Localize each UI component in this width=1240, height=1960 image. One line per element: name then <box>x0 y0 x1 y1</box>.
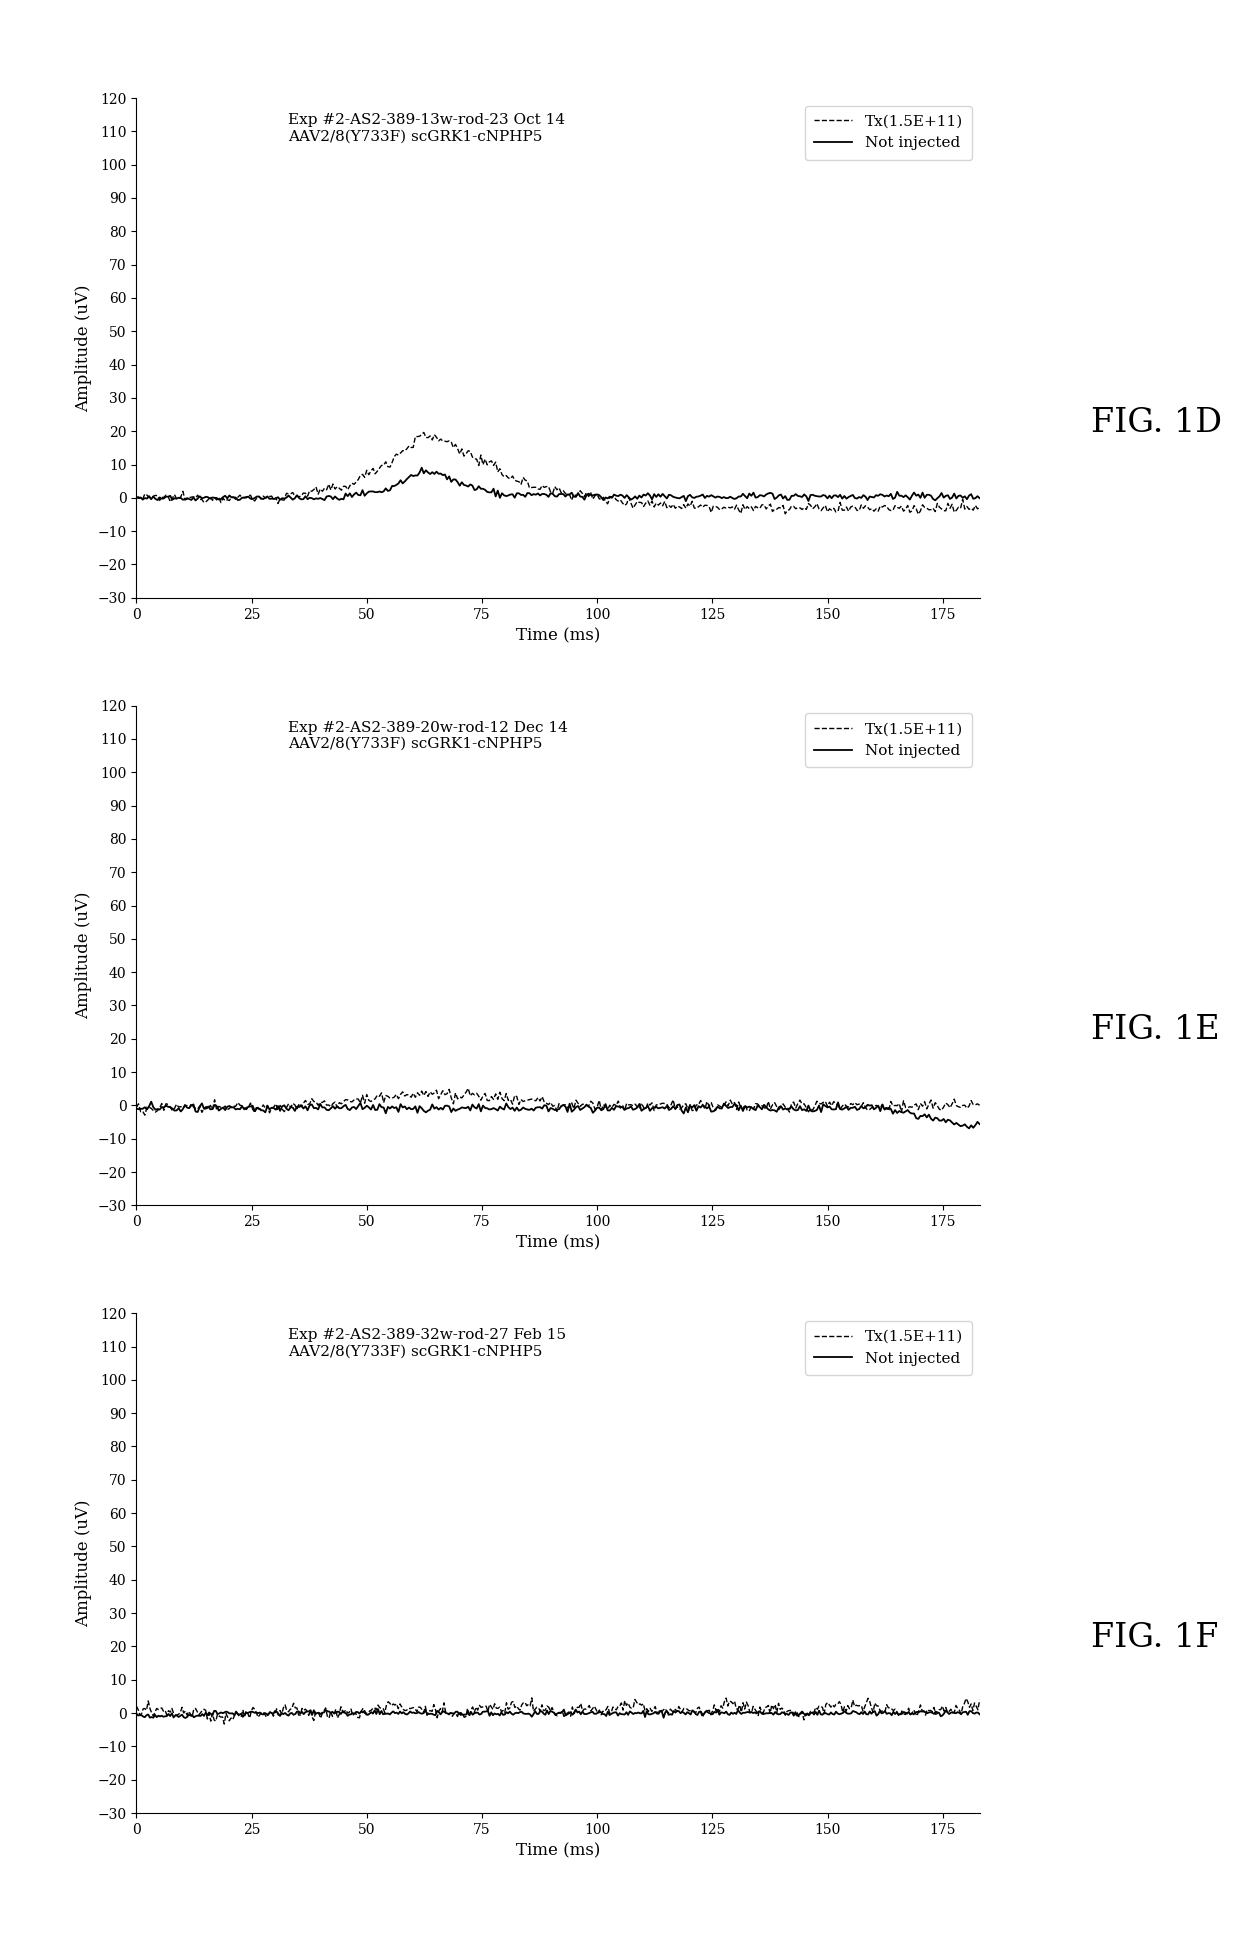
Tx(1.5E+11) <box>661 494 676 517</box>
Not injected <box>129 484 144 508</box>
Not injected <box>961 1117 976 1141</box>
Tx(1.5E+11) <box>634 1693 649 1717</box>
Tx(1.5E+11) <box>129 1096 144 1119</box>
Not injected <box>404 463 419 486</box>
Not injected <box>465 474 480 498</box>
Tx(1.5E+11) <box>663 1094 678 1117</box>
Not injected <box>661 1098 676 1121</box>
Tx(1.5E+11) <box>525 1686 539 1709</box>
Not injected <box>746 480 761 504</box>
Legend: Tx(1.5E+11), Not injected: Tx(1.5E+11), Not injected <box>805 106 972 159</box>
Tx(1.5E+11) <box>533 1699 548 1723</box>
Tx(1.5E+11) <box>911 502 926 525</box>
Tx(1.5E+11) <box>417 421 432 445</box>
Legend: Tx(1.5E+11), Not injected: Tx(1.5E+11), Not injected <box>805 1321 972 1374</box>
Not injected <box>371 1697 386 1721</box>
Not injected <box>823 1701 838 1725</box>
Tx(1.5E+11) <box>972 1094 987 1117</box>
Tx(1.5E+11) <box>740 494 755 517</box>
Line: Not injected: Not injected <box>136 1709 980 1719</box>
Not injected <box>744 1096 759 1119</box>
Tx(1.5E+11) <box>955 1695 970 1719</box>
Text: FIG. 1D: FIG. 1D <box>1091 408 1223 439</box>
Y-axis label: Amplitude (uV): Amplitude (uV) <box>74 892 92 1019</box>
Not injected <box>533 1699 548 1723</box>
Not injected <box>129 1701 144 1725</box>
Not injected <box>129 1098 144 1121</box>
Not injected <box>742 482 756 506</box>
Tx(1.5E+11) <box>972 496 987 519</box>
Line: Not injected: Not injected <box>136 1102 980 1129</box>
Tx(1.5E+11) <box>589 1697 604 1721</box>
X-axis label: Time (ms): Time (ms) <box>516 1235 600 1252</box>
Tx(1.5E+11) <box>129 1695 144 1719</box>
Tx(1.5E+11) <box>538 1697 553 1721</box>
Not injected <box>634 1701 649 1725</box>
Tx(1.5E+11) <box>465 445 480 468</box>
Not injected <box>740 1096 755 1119</box>
Tx(1.5E+11) <box>231 486 246 510</box>
Y-axis label: Amplitude (uV): Amplitude (uV) <box>74 284 92 412</box>
Not injected <box>144 1090 159 1113</box>
Not injected <box>972 1703 987 1727</box>
Tx(1.5E+11) <box>138 1103 153 1127</box>
Not injected <box>589 1701 604 1725</box>
Legend: Tx(1.5E+11), Not injected: Tx(1.5E+11), Not injected <box>805 713 972 766</box>
Tx(1.5E+11) <box>461 1076 476 1100</box>
Text: Exp #2-AS2-389-20w-rod-12 Dec 14
AAV2/8(Y733F) scGRK1-cNPHP5: Exp #2-AS2-389-20w-rod-12 Dec 14 AAV2/8(… <box>288 721 568 751</box>
Tx(1.5E+11) <box>467 1084 482 1107</box>
Not injected <box>538 1703 553 1727</box>
Text: FIG. 1F: FIG. 1F <box>1091 1623 1219 1654</box>
X-axis label: Time (ms): Time (ms) <box>516 1842 600 1860</box>
Tx(1.5E+11) <box>217 1713 232 1737</box>
Not injected <box>414 457 429 480</box>
Not injected <box>972 1113 987 1137</box>
Line: Tx(1.5E+11): Tx(1.5E+11) <box>136 433 980 514</box>
Not injected <box>405 1098 420 1121</box>
Not injected <box>231 488 246 512</box>
Not injected <box>955 1701 970 1725</box>
Text: FIG. 1E: FIG. 1E <box>1091 1015 1220 1047</box>
Not injected <box>179 1707 193 1731</box>
Not injected <box>465 1094 480 1117</box>
X-axis label: Time (ms): Time (ms) <box>516 627 600 645</box>
Tx(1.5E+11) <box>742 1100 756 1123</box>
Tx(1.5E+11) <box>744 496 759 519</box>
Tx(1.5E+11) <box>405 1082 420 1105</box>
Tx(1.5E+11) <box>233 1094 248 1117</box>
Not injected <box>233 1098 248 1121</box>
Tx(1.5E+11) <box>129 486 144 510</box>
Y-axis label: Amplitude (uV): Amplitude (uV) <box>74 1499 92 1627</box>
Tx(1.5E+11) <box>746 1098 761 1121</box>
Tx(1.5E+11) <box>823 1695 838 1719</box>
Line: Tx(1.5E+11): Tx(1.5E+11) <box>136 1088 980 1115</box>
Line: Not injected: Not injected <box>136 468 980 502</box>
Not injected <box>678 490 693 514</box>
Tx(1.5E+11) <box>972 1688 987 1711</box>
Not injected <box>972 486 987 510</box>
Line: Tx(1.5E+11): Tx(1.5E+11) <box>136 1697 980 1725</box>
Text: Exp #2-AS2-389-32w-rod-27 Feb 15
AAV2/8(Y733F) scGRK1-cNPHP5: Exp #2-AS2-389-32w-rod-27 Feb 15 AAV2/8(… <box>288 1329 567 1358</box>
Not injected <box>661 482 676 506</box>
Text: Exp #2-AS2-389-13w-rod-23 Oct 14
AAV2/8(Y733F) scGRK1-cNPHP5: Exp #2-AS2-389-13w-rod-23 Oct 14 AAV2/8(… <box>288 114 565 143</box>
Tx(1.5E+11) <box>404 435 419 459</box>
